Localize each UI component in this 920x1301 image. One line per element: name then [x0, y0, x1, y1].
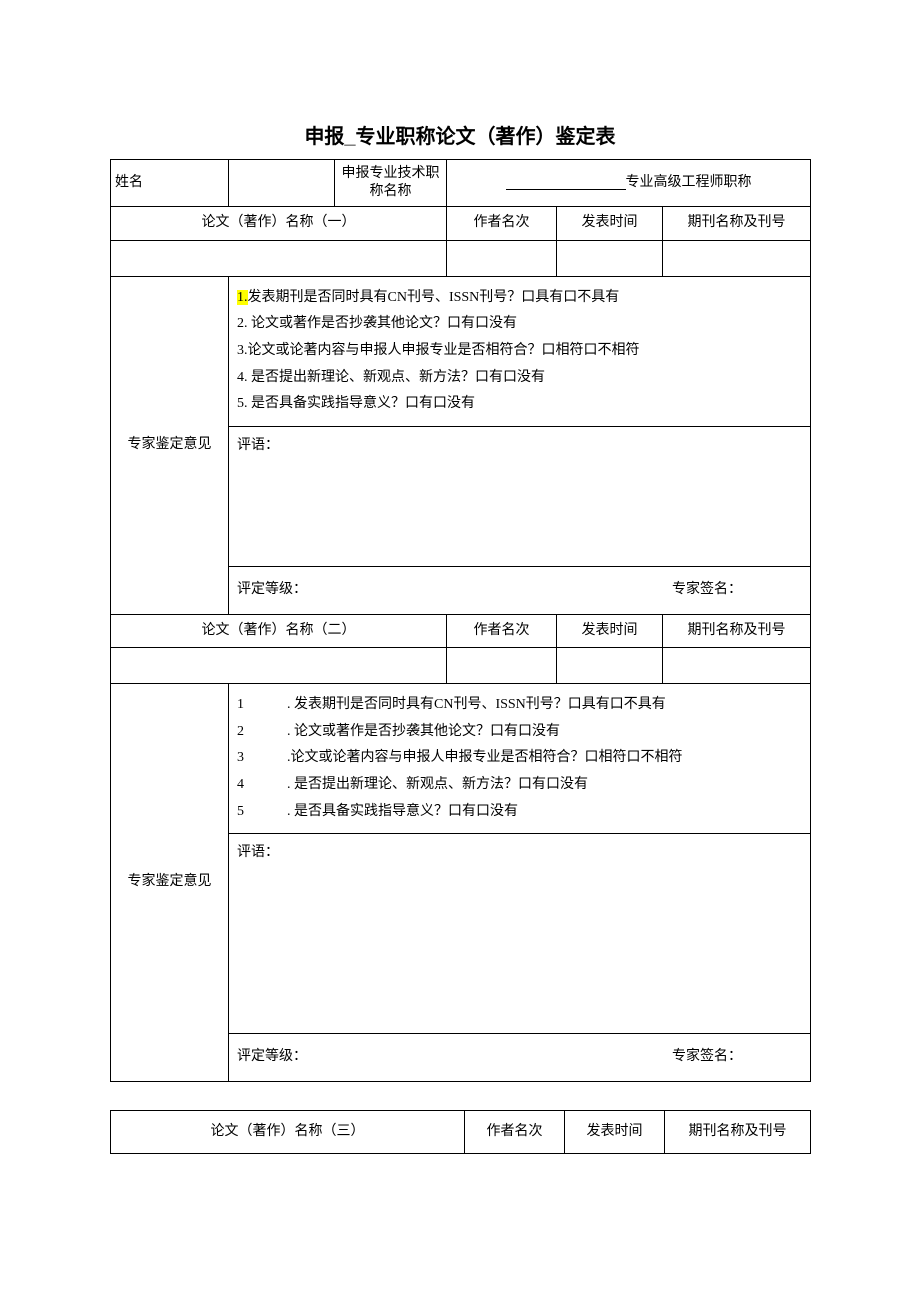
- table-gap: [110, 1082, 810, 1110]
- q4-text: 4. 是否提出新理论、新观点、新方法？口有口没有: [237, 365, 802, 392]
- headers-2: 论文（著作）名称（二） 作者名次 发表时间 期刊名称及刊号: [111, 614, 811, 647]
- prof-underline: [506, 176, 626, 190]
- journal-label-2: 期刊名称及刊号: [663, 614, 811, 647]
- main-table: 姓名 申报专业技术职称名称 专业高级工程师职称 论文（著作）名称（一） 作者名次…: [110, 159, 811, 1082]
- q5-text: 5. 是否具备实践指导意义？口有口没有: [237, 391, 802, 418]
- thesis-2-time-value: [557, 648, 663, 684]
- thesis-name-3-label: 论文（著作）名称（三）: [111, 1111, 465, 1154]
- expert-1-comment: 评语：: [229, 426, 811, 566]
- comment-label-2: 评语：: [237, 845, 279, 860]
- journal-label-3: 期刊名称及刊号: [665, 1111, 811, 1154]
- expert-label-2: 专家鉴定意见: [111, 684, 229, 1082]
- thesis-1-data-row: [111, 240, 811, 276]
- pub-time-label-3: 发表时间: [565, 1111, 665, 1154]
- headers-3: 论文（著作）名称（三） 作者名次 发表时间 期刊名称及刊号: [111, 1111, 811, 1154]
- q2-5-text: . 是否具备实践指导意义？口有口没有: [287, 804, 518, 819]
- thesis-name-2-label: 论文（著作）名称（二）: [111, 614, 447, 647]
- thesis-1-time-value: [557, 240, 663, 276]
- q3-text: 3.论文或论著内容与申报人申报专业是否相符合？口相符口不相符: [237, 338, 802, 365]
- q2-3-text: .论文或论著内容与申报人申报专业是否相符合？口相符口不相符: [287, 750, 683, 765]
- q1-highlight: 1.: [237, 290, 248, 305]
- q2-5-num: 5: [237, 799, 251, 826]
- journal-label: 期刊名称及刊号: [663, 207, 811, 240]
- expert-label-1: 专家鉴定意见: [111, 276, 229, 614]
- author-order-label: 作者名次: [447, 207, 557, 240]
- q2-3-num: 3: [237, 745, 251, 772]
- name-row: 姓名 申报专业技术职称名称 专业高级工程师职称: [111, 160, 811, 207]
- rating-label-1: 评定等级：: [237, 579, 307, 601]
- pub-time-label: 发表时间: [557, 207, 663, 240]
- prof-value: 专业高级工程师职称: [447, 160, 811, 207]
- q2-1-num: 1: [237, 692, 251, 719]
- expert-1-rating: 评定等级： 专家签名：: [229, 566, 811, 614]
- expert-2-comment: 评语：: [229, 834, 811, 1034]
- pub-time-label-2: 发表时间: [557, 614, 663, 647]
- sign-label-1: 专家签名：: [672, 579, 742, 601]
- thesis-name-1-label: 论文（著作）名称（一）: [111, 207, 447, 240]
- thesis-2-data-row: [111, 648, 811, 684]
- thesis-2-author-value: [447, 648, 557, 684]
- sign-label-2: 专家签名：: [672, 1046, 742, 1068]
- page-title: 申报_专业职称论文（著作）鉴定表: [110, 120, 810, 149]
- thesis-1-author-value: [447, 240, 557, 276]
- thesis-2-name-value: [111, 648, 447, 684]
- q2-2-num: 2: [237, 719, 251, 746]
- q2-2-text: . 论文或著作是否抄袭其他论文？口有口没有: [287, 724, 560, 739]
- expert-1-questions: 1.发表期刊是否同时具有CN刊号、ISSN刊号？口具有口不具有 2. 论文或著作…: [229, 276, 811, 426]
- prof-label: 申报专业技术职称名称: [335, 160, 447, 207]
- name-label: 姓名: [111, 160, 229, 207]
- q2-1-text: . 发表期刊是否同时具有CN刊号、ISSN刊号？口具有口不具有: [287, 697, 666, 712]
- expert-1-questions-row: 专家鉴定意见 1.发表期刊是否同时具有CN刊号、ISSN刊号？口具有口不具有 2…: [111, 276, 811, 426]
- prof-suffix: 专业高级工程师职称: [626, 175, 752, 190]
- q2-4-text: . 是否提出新理论、新观点、新方法？口有口没有: [287, 777, 588, 792]
- sub-table-3: 论文（著作）名称（三） 作者名次 发表时间 期刊名称及刊号: [110, 1110, 811, 1154]
- thesis-1-name-value: [111, 240, 447, 276]
- expert-2-questions-row: 专家鉴定意见 1. 发表期刊是否同时具有CN刊号、ISSN刊号？口具有口不具有 …: [111, 684, 811, 834]
- q2-4-num: 4: [237, 772, 251, 799]
- thesis-2-journal-value: [663, 648, 811, 684]
- q1-text: 发表期刊是否同时具有CN刊号、ISSN刊号？口具有口不具有: [248, 290, 620, 305]
- name-value: [229, 160, 335, 207]
- comment-label-1: 评语：: [237, 438, 279, 453]
- author-order-label-2: 作者名次: [447, 614, 557, 647]
- author-order-label-3: 作者名次: [465, 1111, 565, 1154]
- rating-label-2: 评定等级：: [237, 1046, 307, 1068]
- expert-2-rating: 评定等级： 专家签名：: [229, 1034, 811, 1082]
- thesis-1-journal-value: [663, 240, 811, 276]
- q2-text: 2. 论文或著作是否抄袭其他论文？口有口没有: [237, 311, 802, 338]
- expert-2-questions: 1 . 发表期刊是否同时具有CN刊号、ISSN刊号？口具有口不具有 2 . 论文或著…: [229, 684, 811, 834]
- headers-1: 论文（著作）名称（一） 作者名次 发表时间 期刊名称及刊号: [111, 207, 811, 240]
